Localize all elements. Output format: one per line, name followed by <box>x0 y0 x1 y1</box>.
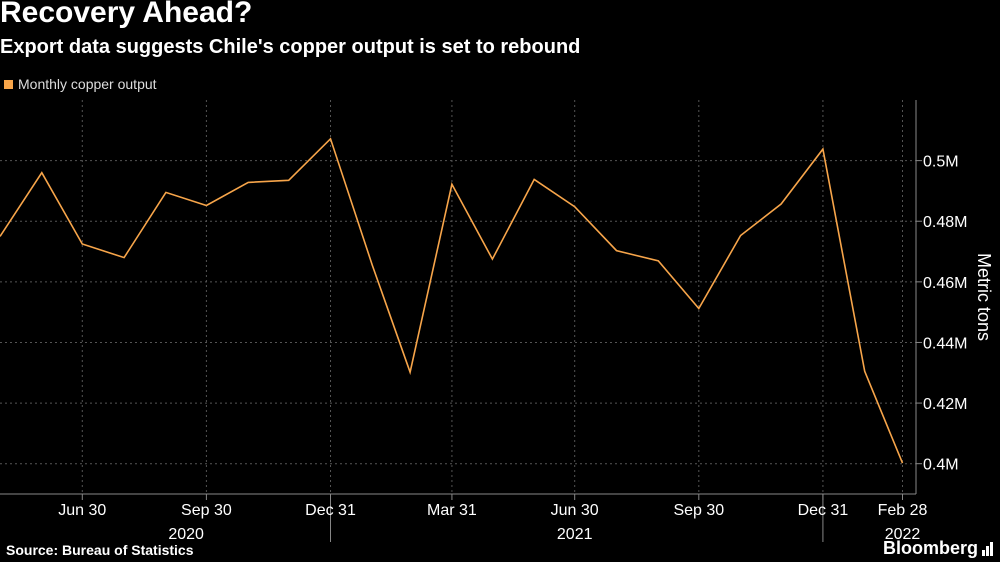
legend-swatch <box>4 79 13 89</box>
y-axis-title: Metric tons <box>974 253 994 341</box>
chart-subtitle: Export data suggests Chile's copper outp… <box>0 36 581 58</box>
source-note: Source: Bureau of Statistics <box>6 542 194 558</box>
axes <box>0 100 922 542</box>
y-tick-label: 0.42M <box>923 396 967 413</box>
year-label: 2020 <box>168 526 204 543</box>
legend: Monthly copper output <box>4 76 157 92</box>
x-tick-label: Mar 31 <box>427 502 477 519</box>
tick-labels: 0.4M 0.42M 0.44M 0.46M 0.48M 0.5M Jun 30 Sep 30… <box>58 154 967 543</box>
y-tick-label: 0.44M <box>923 335 967 352</box>
x-tick-label: Dec 31 <box>305 502 356 519</box>
y-tick-label: 0.5M <box>923 154 959 171</box>
y-tick-label: 0.46M <box>923 275 967 292</box>
brand-name: Bloomberg <box>882 538 978 558</box>
series-layer <box>0 137 904 464</box>
bar-chart-icon <box>982 541 994 556</box>
y-tick-label: 0.48M <box>923 214 967 231</box>
x-tick-label: Sep 30 <box>181 502 232 519</box>
x-tick-label: Jun 30 <box>58 502 106 519</box>
legend-label: Monthly copper output <box>18 76 157 92</box>
y-tick-label: 0.4M <box>923 457 959 474</box>
x-tick-label: Sep 30 <box>673 502 724 519</box>
year-label: 2022 <box>885 526 921 543</box>
brand-logo: Bloomberg <box>883 538 994 559</box>
chart-title: Recovery Ahead? <box>0 0 253 29</box>
x-tick-label: Feb 28 <box>878 502 928 519</box>
series-line <box>0 137 904 464</box>
year-label: 2021 <box>557 526 593 543</box>
grid-lines <box>0 100 916 494</box>
x-tick-label: Dec 31 <box>798 502 849 519</box>
x-tick-label: Jun 30 <box>551 502 599 519</box>
